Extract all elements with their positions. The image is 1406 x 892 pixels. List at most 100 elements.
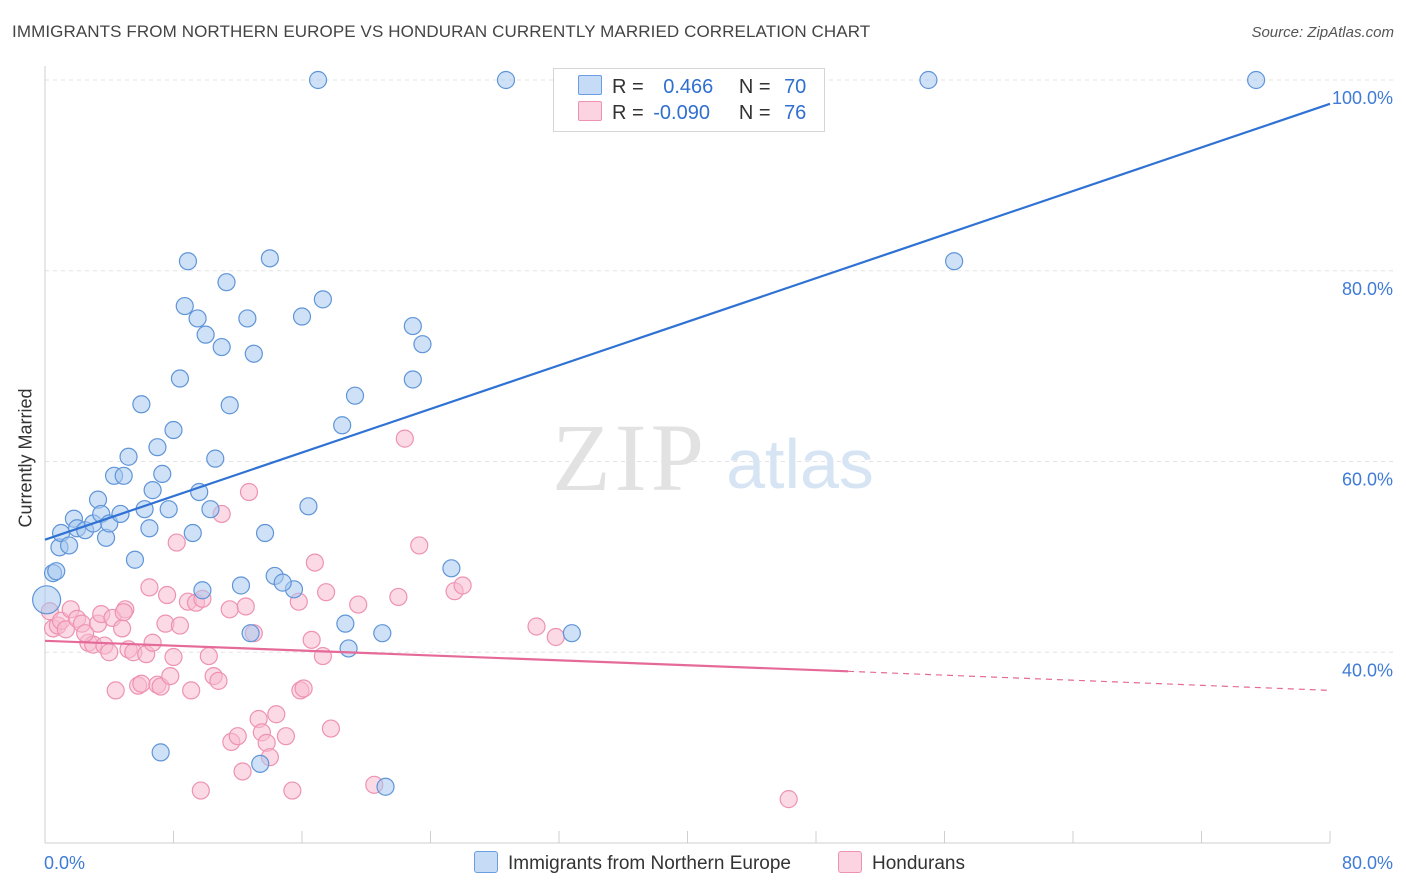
northern-europe-point [339,639,358,658]
legend-swatch-blue [578,75,602,95]
bottom-legend-northern-europe: Immigrants from Northern Europe [474,851,791,875]
northern-europe-point [313,290,332,309]
x-tick-label: 80.0% [1342,853,1393,873]
tick-labels: 40.0% 60.0% 80.0% 100.0% 0.0% 80.0% [44,88,1393,873]
northern-europe-point [562,624,581,643]
honduran-point [170,616,190,635]
northern-europe-point [1247,70,1266,90]
northern-europe-point [403,316,422,336]
honduran-point [161,666,180,686]
honduran-point [100,643,119,662]
northern-europe-point [413,335,432,354]
northern-europe-point [183,523,202,543]
northern-europe-point [201,500,220,519]
honduran-point [527,617,546,636]
legend-r-value-pink: -0.090 [653,102,710,124]
honduran-point [132,674,151,693]
honduran-point [112,619,132,638]
northern-europe-point [260,249,279,268]
honduran-point [389,587,408,607]
honduran-point [220,600,239,619]
trend-lines [44,102,1331,691]
northern-europe-point [178,252,198,271]
northern-europe-point [945,252,964,271]
northern-europe-point [220,396,239,415]
northern-europe-point [148,438,167,457]
honduran-point [546,627,565,647]
northern-europe-point [217,273,236,292]
northern-europe-point [196,325,215,344]
grid-lines [45,79,1395,653]
northern-europe-point [125,550,145,569]
legend-n-label: N = [738,76,771,98]
x-tick-label: 0.0% [44,853,85,873]
honduran-point [76,624,95,643]
northern-europe-point [238,309,257,328]
northern-europe-point [308,70,328,90]
chart-title: IMMIGRANTS FROM NORTHERN EUROPE VS HONDU… [12,22,871,41]
northern-europe-point [140,519,159,538]
honduran-point [199,646,218,666]
bottom-legend-label-pink: Hondurans [872,853,965,874]
honduran-point [779,790,798,809]
northern-europe-point [164,420,183,440]
watermark: ZIP atlas [552,404,874,511]
honduran-point [395,429,414,448]
legend-n-value-blue: 70 [784,76,807,98]
northern-europe-point [255,523,275,543]
legend-row-northern-europe: R = 0.466 N = 70 [578,75,806,101]
honduran-point [239,482,259,502]
honduran-point [316,583,336,602]
honduran-point [302,630,321,649]
northern-europe-point [132,395,151,414]
northern-europe-point [151,743,170,762]
legend-r-label: R = [612,76,644,98]
northern-europe-point [442,559,461,578]
honduran-point [349,595,368,614]
y-tick-label: 60.0% [1342,470,1393,490]
northern-europe-point [373,624,392,643]
honduran-point [453,576,472,595]
northern-europe-point [299,497,318,516]
trend-line-hondurans [44,639,849,673]
northern-europe-point [251,754,270,773]
correlation-legend: R = 0.466 N = 70 R = -0.090 N = 76 [553,68,825,132]
watermark-atlas: atlas [726,425,874,503]
northern-europe-point [159,500,178,519]
northern-europe-point [188,309,207,328]
northern-europe-point [496,70,516,90]
y-tick-label: 80.0% [1342,279,1393,299]
legend-n-value-pink: 76 [784,102,807,124]
honduran-point [410,536,429,555]
honduran-point [321,719,341,738]
trend-line-hondurans-extension [848,670,1331,691]
northern-europe-point [919,70,938,90]
northern-europe-points [32,70,1266,796]
northern-europe-point [114,466,133,485]
northern-europe-point [212,337,231,357]
honduran-point [294,679,313,698]
watermark-zip: ZIP [552,404,708,511]
trend-line-northern-europe [44,102,1331,541]
bottom-legend-hondurans: Hondurans [838,851,965,875]
honduran-point [182,681,201,700]
honduran-point [209,671,228,690]
legend-r-label: R = [612,102,644,124]
honduran-point [106,681,125,700]
northern-europe-point [59,536,79,555]
northern-europe-point [333,416,352,435]
northern-europe-point [175,296,194,316]
bottom-legend-label-blue: Immigrants from Northern Europe [508,853,791,874]
northern-europe-point [170,369,190,388]
honduran-point [283,781,302,800]
northern-europe-point [32,585,62,615]
source-label: Source: ZipAtlas.com [1251,24,1394,41]
northern-europe-point [345,386,365,405]
honduran-point [143,633,162,652]
honduran-point [114,603,133,622]
northern-europe-point [292,307,312,326]
honduran-point [267,705,286,724]
northern-europe-point [241,624,260,643]
honduran-point [233,762,252,781]
